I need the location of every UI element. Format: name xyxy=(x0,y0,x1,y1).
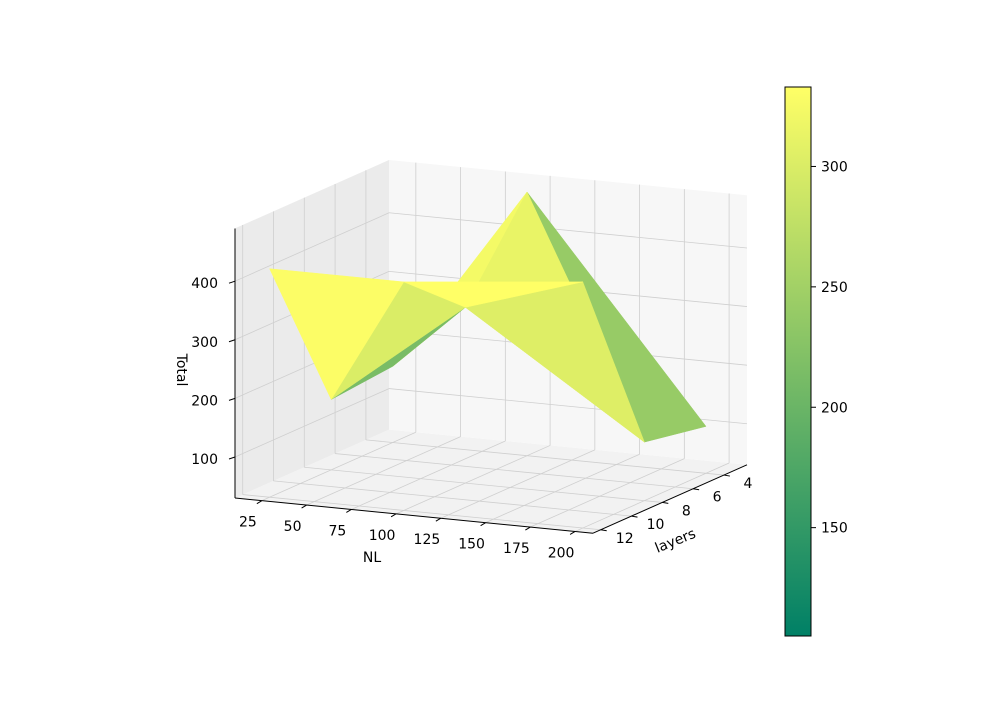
y-tick-label: 12 xyxy=(616,531,634,547)
tick-mark xyxy=(600,529,607,532)
grid-line xyxy=(388,212,748,249)
grid-line xyxy=(485,453,640,524)
colorbar-tick-label: 200 xyxy=(821,400,848,416)
tick-mark xyxy=(256,500,263,505)
tick-mark xyxy=(435,517,442,522)
x-tick-label: 25 xyxy=(239,515,257,531)
grid-line xyxy=(234,212,390,282)
y-tick-label: 8 xyxy=(682,503,691,519)
grid-line xyxy=(365,439,724,476)
surface-facet xyxy=(403,281,583,308)
colorbar-tick-label: 250 xyxy=(821,280,848,296)
grid-line xyxy=(395,445,551,515)
x-tick-label: 175 xyxy=(503,541,530,557)
x-tick-label: 75 xyxy=(328,523,346,539)
grid-line xyxy=(335,453,694,490)
grid-line xyxy=(261,431,417,502)
tick-mark xyxy=(346,509,352,513)
x-axis-line xyxy=(234,497,594,534)
x-tick-label: 100 xyxy=(369,528,396,544)
tick-mark xyxy=(693,488,700,491)
y-axis-line xyxy=(592,464,748,534)
tick-mark xyxy=(662,501,669,504)
grid-line xyxy=(273,480,632,517)
colorbar-gradient xyxy=(784,86,812,637)
grid-line xyxy=(440,449,596,519)
colorbar-tick-label: 150 xyxy=(821,521,848,537)
z-tick-label: 400 xyxy=(191,276,218,292)
grid-line xyxy=(530,458,685,528)
colorbar-ticks: 150 200 250 300 xyxy=(811,159,848,537)
surface-mesh xyxy=(269,191,707,443)
z-tick-label: 300 xyxy=(191,335,218,351)
x-tick-label: 125 xyxy=(414,532,441,548)
colorbar: 150 200 250 300 xyxy=(784,86,848,637)
tick-mark xyxy=(631,515,638,518)
y-tick-label: 10 xyxy=(647,517,665,533)
x-tick-label: 50 xyxy=(284,519,302,535)
tick-mark xyxy=(228,456,236,460)
axes-lines xyxy=(234,228,748,534)
tick-mark xyxy=(228,280,236,284)
grid-line xyxy=(304,466,663,503)
z-tick-label: 200 xyxy=(191,393,218,409)
tick-mark xyxy=(228,397,236,401)
x-tick-label: 200 xyxy=(548,545,575,561)
tick-mark xyxy=(390,513,397,518)
tick-mark xyxy=(480,522,486,527)
y-tick-label: 4 xyxy=(743,476,752,492)
x-axis-label: NL xyxy=(363,550,381,566)
tick-mark xyxy=(228,339,236,343)
tick-mark xyxy=(301,504,307,509)
grid-line xyxy=(242,494,601,531)
tick-mark xyxy=(569,531,576,535)
tick-mark xyxy=(723,474,730,477)
z-axis-label: Total xyxy=(173,353,189,387)
grid-line xyxy=(306,436,461,506)
grid-line xyxy=(574,462,730,532)
grid-line xyxy=(234,388,390,458)
grid-line xyxy=(351,440,506,510)
x-tick-label: 150 xyxy=(458,537,485,553)
axes-ticks: 25 50 75 100 125 150 175 200 4 6 8 10 12 100 200 300 400 xyxy=(191,276,752,561)
tick-mark xyxy=(525,526,531,531)
surface-facet xyxy=(269,268,405,401)
z-tick-label: 100 xyxy=(191,452,218,468)
y-tick-label: 6 xyxy=(713,490,722,506)
colorbar-tick-label: 300 xyxy=(821,159,848,175)
